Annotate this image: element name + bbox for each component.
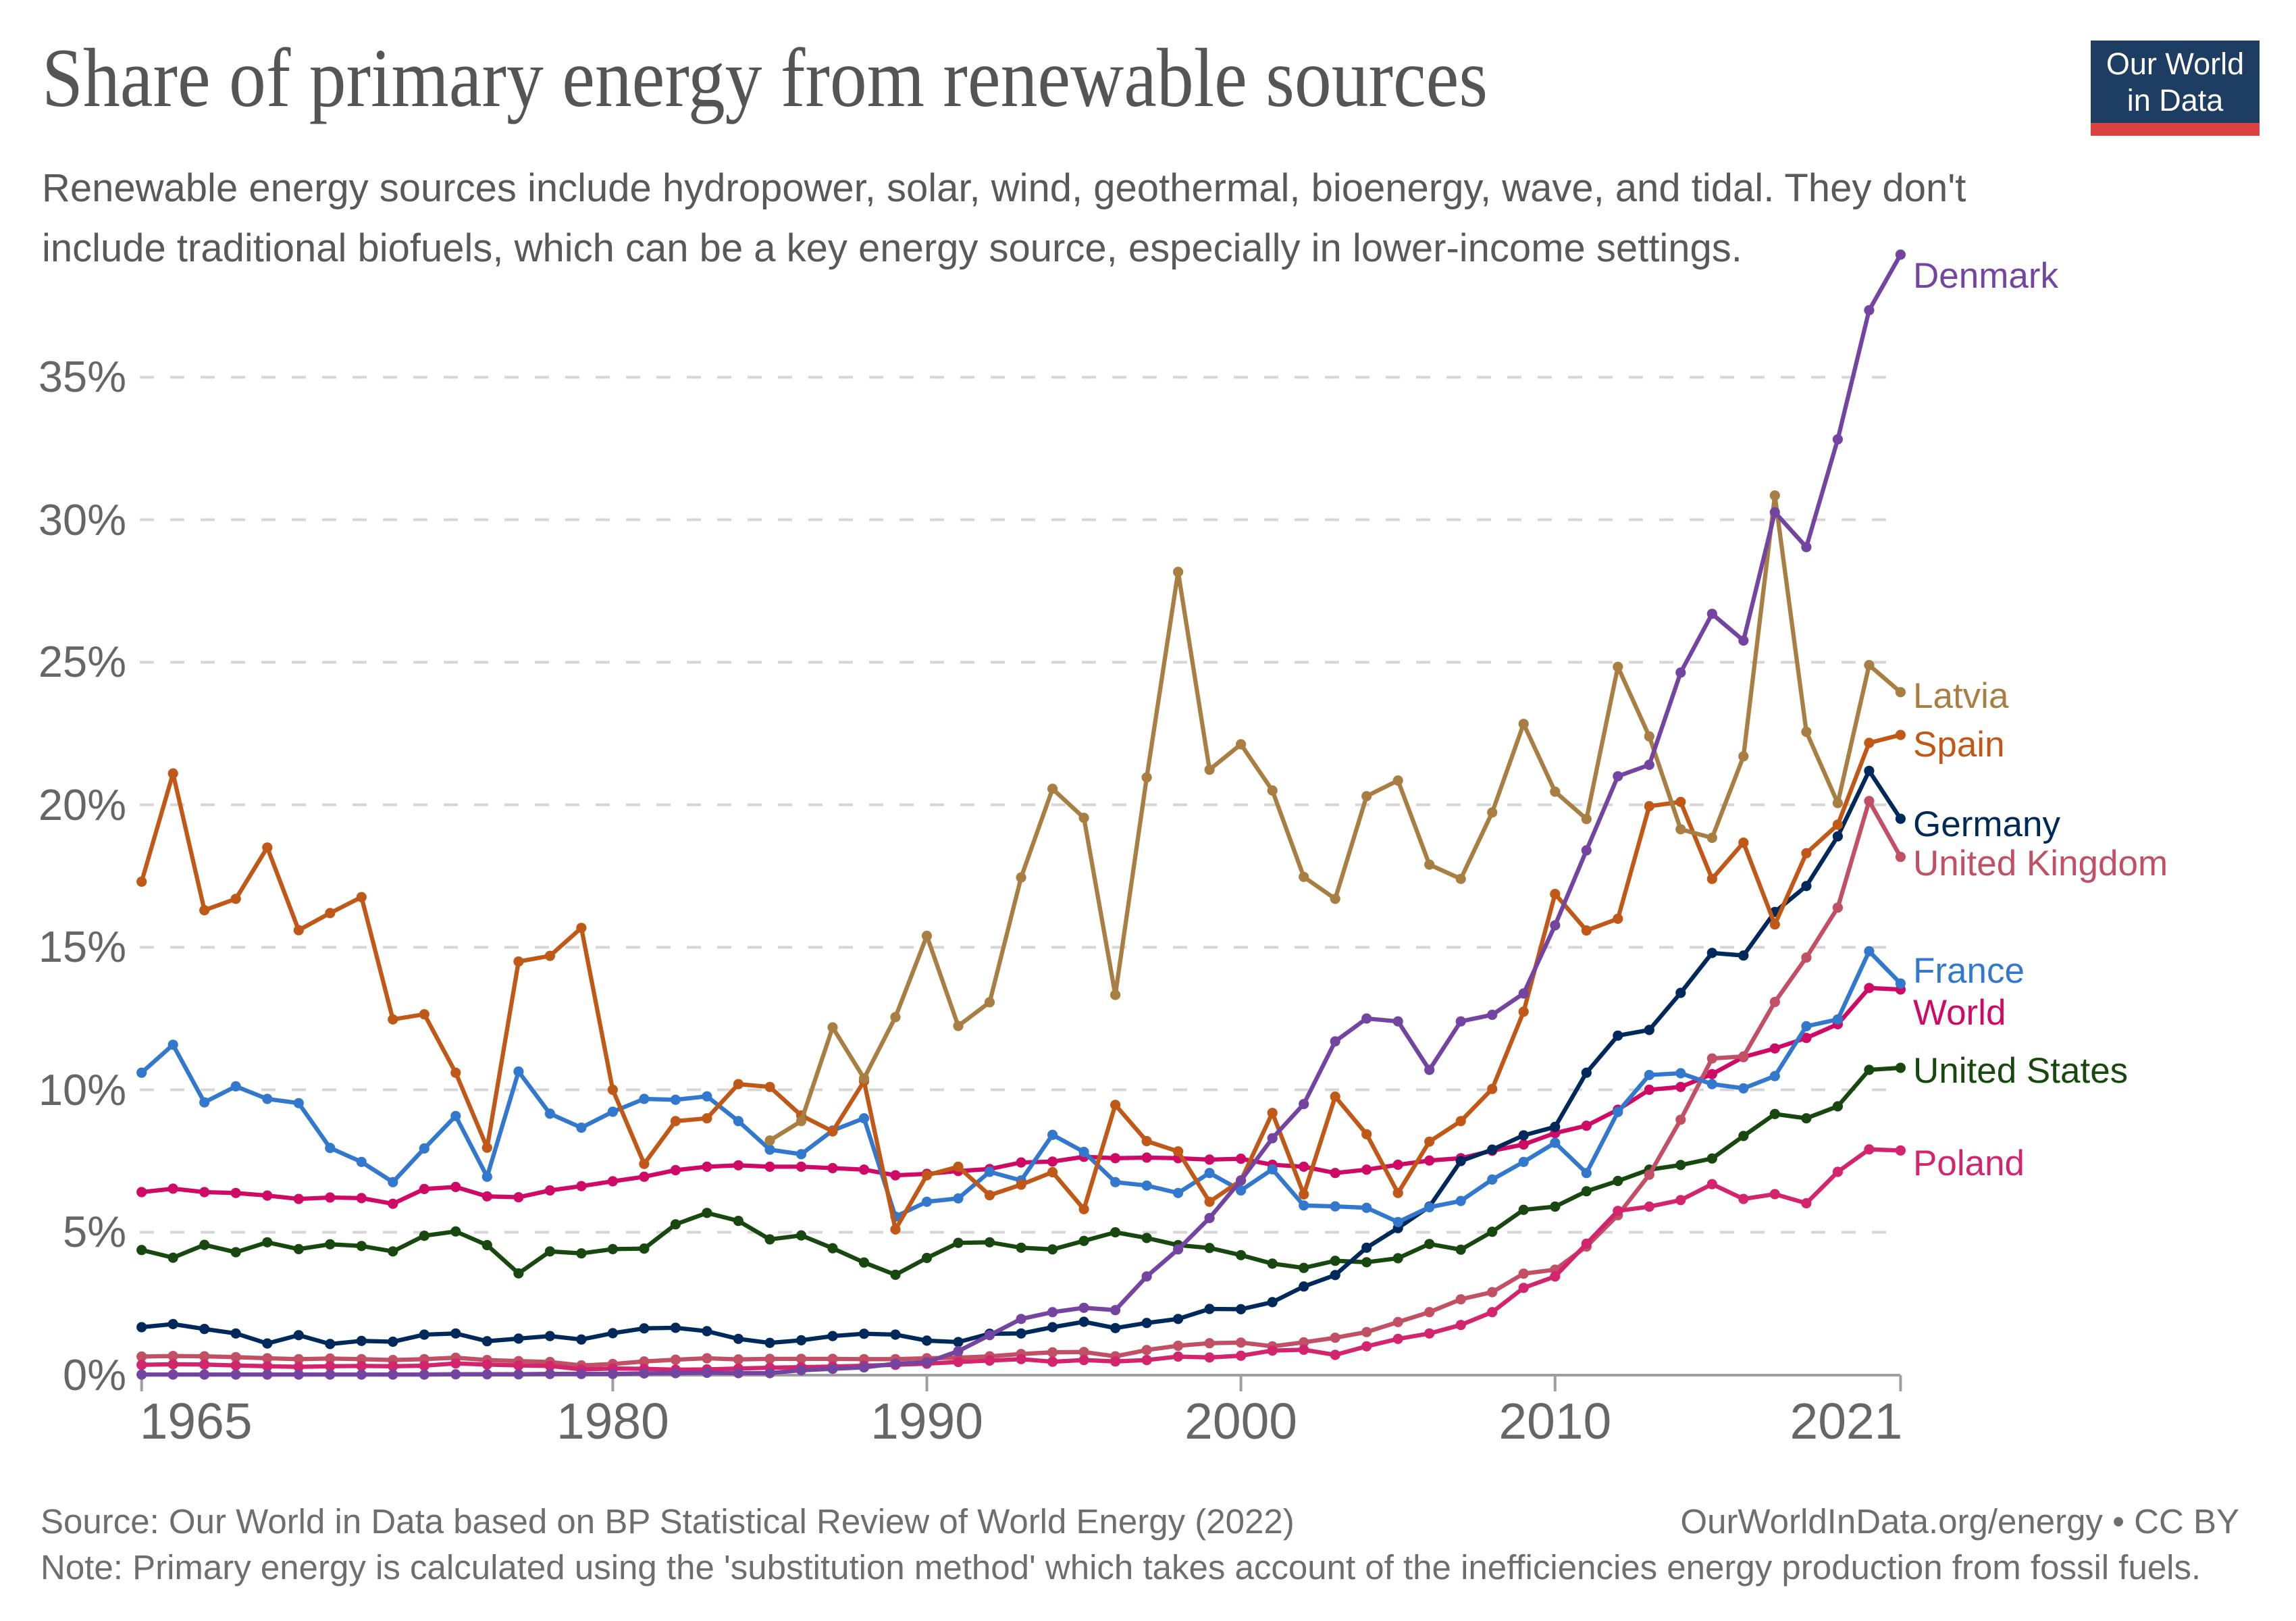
svg-text:2021: 2021 [1790,1393,1903,1449]
svg-text:Renewable energy sources inclu: Renewable energy sources include hydropo… [42,166,1966,210]
svg-text:Germany: Germany [1913,804,2060,844]
svg-text:include traditional biofuels,: include traditional biofuels, which can … [42,226,1742,270]
svg-text:France: France [1913,951,2025,991]
svg-text:15%: 15% [38,922,126,971]
svg-text:Source: Our World in Data base: Source: Our World in Data based on BP St… [41,1502,1295,1541]
svg-text:1980: 1980 [556,1393,669,1449]
svg-text:Note: Primary energy is calcul: Note: Primary energy is calculated using… [41,1548,2201,1587]
svg-text:United Kingdom: United Kingdom [1913,844,2168,883]
svg-text:30%: 30% [38,495,126,544]
svg-text:United States: United States [1913,1051,2128,1091]
svg-text:Our World: Our World [2106,47,2244,81]
svg-text:2010: 2010 [1498,1393,1611,1449]
svg-text:0%: 0% [63,1350,126,1399]
svg-text:Denmark: Denmark [1913,256,2059,296]
svg-text:20%: 20% [38,780,126,829]
svg-text:OurWorldInData.org/energy • CC: OurWorldInData.org/energy • CC BY [1680,1502,2239,1541]
svg-text:35%: 35% [38,352,126,401]
svg-text:Spain: Spain [1913,725,2005,765]
svg-text:Latvia: Latvia [1913,676,2009,716]
svg-text:1990: 1990 [870,1393,983,1449]
svg-text:Poland: Poland [1913,1143,2025,1183]
svg-text:5%: 5% [63,1207,126,1256]
svg-text:in Data: in Data [2127,83,2224,118]
svg-text:Share of primary energy from r: Share of primary energy from renewable s… [42,32,1488,124]
svg-text:25%: 25% [38,637,126,686]
svg-text:10%: 10% [38,1065,126,1114]
svg-text:1965: 1965 [140,1393,253,1449]
svg-text:2000: 2000 [1184,1393,1297,1449]
svg-text:World: World [1913,993,2006,1033]
